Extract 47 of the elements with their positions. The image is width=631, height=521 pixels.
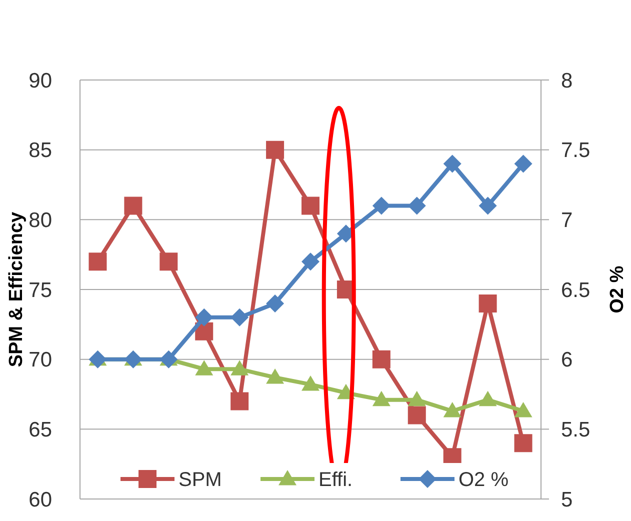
point xyxy=(408,390,426,406)
y-tick-label: 80 xyxy=(28,209,52,232)
point xyxy=(266,368,284,384)
y-tick-label: 85 xyxy=(28,139,52,162)
y-tick-label: 90 xyxy=(28,69,52,92)
y-tick-label: 60 xyxy=(28,488,52,512)
point xyxy=(230,308,249,326)
point xyxy=(478,196,497,215)
point xyxy=(160,252,178,271)
y2-axis-title: O2 % xyxy=(607,266,628,314)
legend-label: O2 % xyxy=(458,469,509,491)
y-tick-label: 65 xyxy=(28,418,52,442)
y2-tick-label: 7.5 xyxy=(561,139,590,162)
point xyxy=(372,196,390,215)
point xyxy=(372,390,390,406)
point xyxy=(514,402,532,418)
legend-label: SPM xyxy=(178,469,222,491)
y-tick-label: 75 xyxy=(28,278,52,302)
point xyxy=(230,360,249,376)
point xyxy=(478,390,497,406)
point xyxy=(408,406,426,424)
point xyxy=(266,294,284,312)
point xyxy=(195,360,214,376)
legend-label: Effi. xyxy=(318,469,353,491)
point xyxy=(302,196,320,215)
point xyxy=(88,252,107,271)
point xyxy=(443,154,462,173)
point xyxy=(478,294,497,312)
point xyxy=(514,154,532,173)
point xyxy=(124,196,142,215)
point xyxy=(302,252,320,271)
point xyxy=(514,434,532,452)
y-tick-label: 70 xyxy=(28,348,52,372)
y2-tick-label: 7 xyxy=(561,209,573,232)
y2-tick-label: 6.5 xyxy=(561,278,590,302)
point xyxy=(372,350,390,368)
y2-tick-label: 6 xyxy=(561,348,573,372)
point xyxy=(302,375,320,391)
y2-tick-label: 5.5 xyxy=(561,418,590,442)
y2-tick-label: 5 xyxy=(561,488,573,512)
point xyxy=(195,308,214,326)
point xyxy=(266,140,284,159)
point xyxy=(443,402,462,418)
y2-tick-label: 8 xyxy=(561,69,573,92)
y-axis-title: SPM & Efficiency xyxy=(6,211,27,368)
point xyxy=(408,196,426,215)
point xyxy=(230,392,249,410)
